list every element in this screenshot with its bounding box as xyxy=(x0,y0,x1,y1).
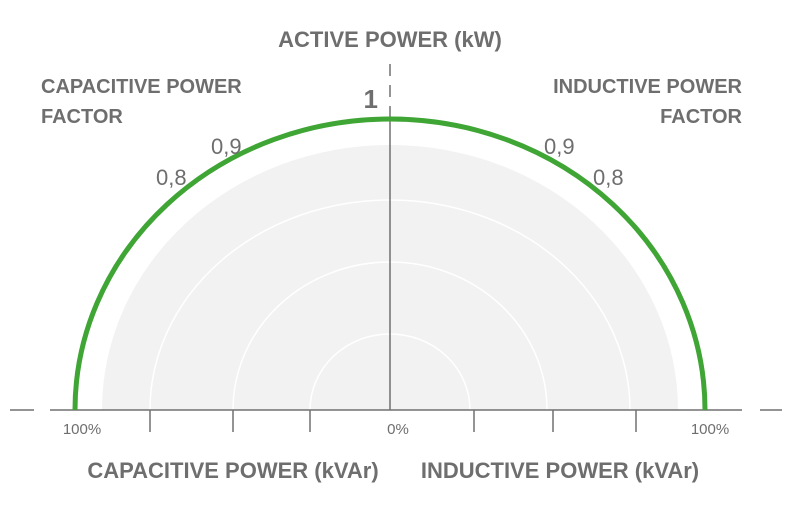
capacitive-pf-heading-line2: FACTOR xyxy=(41,106,123,128)
inductive-tick-09: 0,9 xyxy=(544,134,575,159)
capacitive-pf-heading-line1: CAPACITIVE POWER xyxy=(41,76,242,98)
axis-label-left-100: 100% xyxy=(63,421,101,438)
unity-pf-label: 1 xyxy=(364,84,378,114)
inductive-tick-08: 0,8 xyxy=(593,165,624,190)
inductive-pf-heading-line2: FACTOR xyxy=(660,106,742,128)
capacitive-tick-08: 0,8 xyxy=(156,165,187,190)
capacitive-tick-09: 0,9 xyxy=(211,134,242,159)
power-factor-arc xyxy=(72,116,708,411)
axis-label-center-0: 0% xyxy=(387,421,409,438)
capacitive-power-label: CAPACITIVE POWER (kVAr) xyxy=(87,458,378,483)
inductive-pf-heading-line1: INDUCTIVE POWER xyxy=(553,76,742,98)
active-power-title: ACTIVE POWER (kW) xyxy=(278,27,502,52)
axis-label-right-100: 100% xyxy=(691,421,729,438)
inductive-power-label: INDUCTIVE POWER (kVAr) xyxy=(421,458,699,483)
